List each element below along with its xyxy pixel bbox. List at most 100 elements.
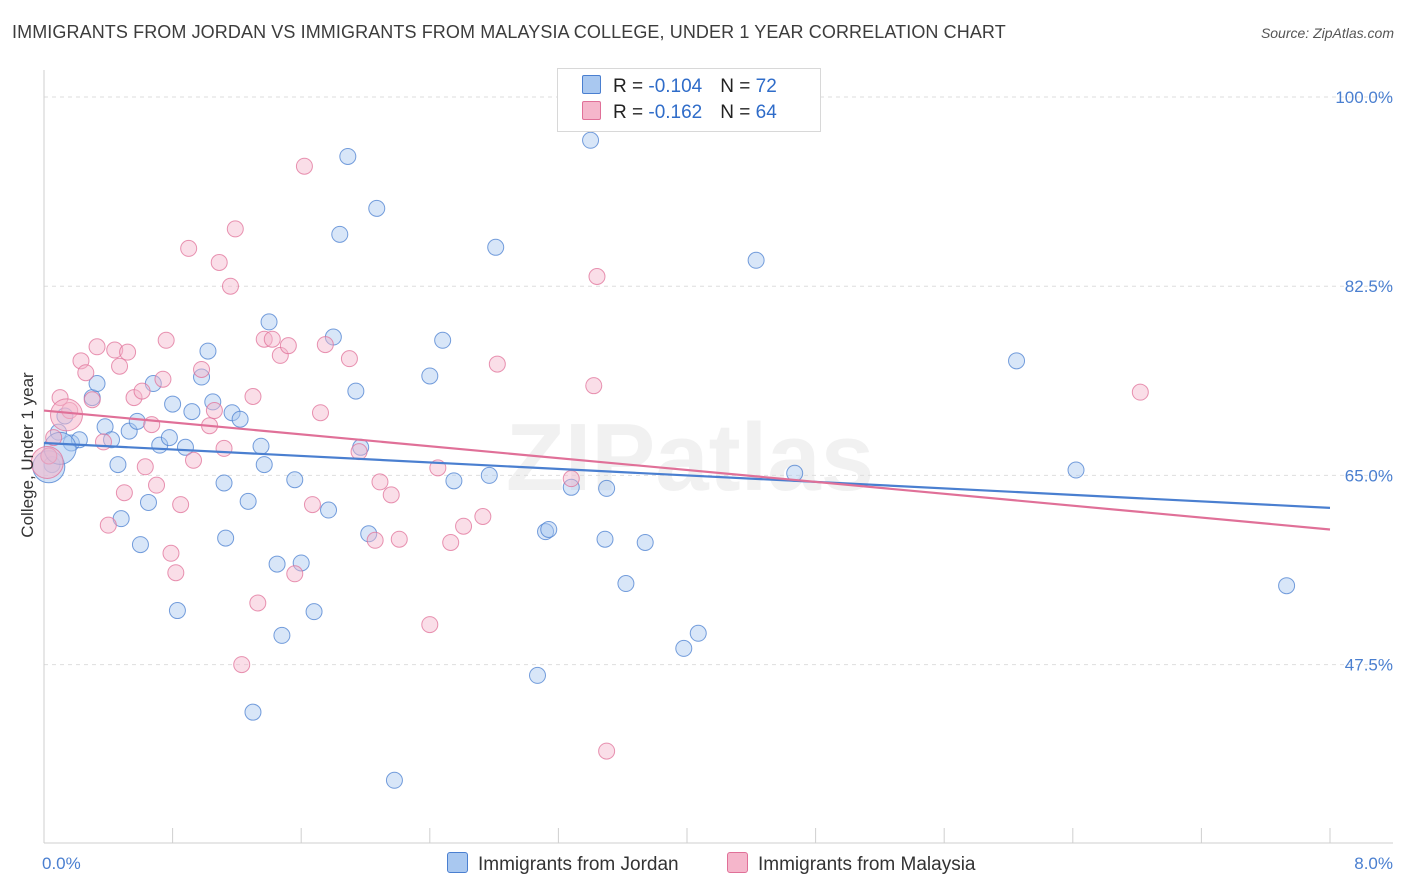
malaysia-point [154, 370, 172, 388]
n-label-malaysia: N = [720, 102, 756, 123]
malaysia-point [136, 458, 154, 476]
jordan-point [339, 147, 357, 165]
jordan-point [286, 471, 304, 489]
jordan-point [540, 520, 558, 538]
y-tick-label: 100.0% [1335, 88, 1393, 107]
malaysia-point [316, 336, 334, 354]
malaysia-point [162, 544, 180, 562]
malaysia-point [226, 220, 244, 238]
jordan-point [244, 703, 262, 721]
malaysia-point [244, 387, 262, 405]
malaysia-legend-swatch [727, 852, 748, 873]
jordan-point [128, 412, 146, 430]
malaysia-point [215, 439, 233, 457]
r-value-jordan: -0.104 [648, 76, 703, 97]
malaysia-point [249, 594, 267, 612]
malaysia-point [133, 382, 151, 400]
malaysia-point [421, 616, 439, 634]
jordan-point [596, 530, 614, 548]
jordan-point [204, 393, 222, 411]
malaysia-point [474, 508, 492, 526]
series-legend: Immigrants from Jordan Immigrants from M… [0, 852, 1406, 878]
y-axis-title: College, Under 1 year [18, 372, 37, 538]
malaysia-point [442, 533, 460, 551]
malaysia-point [303, 496, 321, 514]
jordan-point [562, 478, 580, 496]
jordan-point [747, 251, 765, 269]
jordan-point [217, 529, 235, 547]
malaysia-point [279, 337, 297, 355]
malaysia-point [382, 486, 400, 504]
malaysia-point [210, 253, 228, 271]
malaysia-point [115, 484, 133, 502]
malaysia-point [295, 157, 313, 175]
legend-item-jordan[interactable]: Immigrants from Jordan [447, 852, 679, 876]
chart-title: IMMIGRANTS FROM JORDAN VS IMMIGRANTS FRO… [12, 22, 1006, 42]
malaysia-point [45, 429, 63, 447]
malaysia-point [157, 331, 175, 349]
malaysia-point [172, 496, 190, 514]
malaysia-point [221, 277, 239, 295]
malaysia-point [106, 341, 124, 359]
malaysia-point [30, 445, 64, 479]
jordan-point [168, 602, 186, 620]
malaysia-point [598, 742, 616, 760]
jordan-point [529, 666, 547, 684]
data-points [30, 131, 1296, 789]
r-value-malaysia: -0.162 [648, 102, 703, 123]
malaysia-swatch [582, 101, 601, 120]
malaysia-point [311, 404, 329, 422]
tick-labels: 100.0% 82.5% 65.0% 47.5% 0.0% 8.0% [42, 88, 1393, 873]
jordan-point [1067, 461, 1085, 479]
jordan-point [252, 437, 270, 455]
malaysia-point [99, 516, 117, 534]
x-tick-label: 8.0% [1354, 854, 1393, 873]
jordan-point [385, 771, 403, 789]
y-tick-label: 82.5% [1345, 277, 1393, 296]
jordan-point [1278, 577, 1296, 595]
jordan-point [617, 575, 635, 593]
y-tick-label: 47.5% [1345, 656, 1393, 675]
jordan-point [636, 533, 654, 551]
malaysia-point [50, 398, 84, 432]
malaysia-point [148, 476, 166, 494]
jordan-point [1008, 352, 1026, 370]
jordan-point [421, 367, 439, 385]
jordan-point [347, 382, 365, 400]
jordan-point [434, 331, 452, 349]
jordan-point [292, 554, 310, 572]
y-tick-label: 65.0% [1345, 466, 1393, 485]
jordan-point [139, 493, 157, 511]
malaysia-point [390, 530, 408, 548]
jordan-point [675, 639, 693, 657]
grid-lines [44, 96, 1393, 666]
malaysia-point [588, 267, 606, 285]
malaysia-trend-line [43, 409, 1331, 531]
jordan-trend-line [43, 441, 1331, 509]
jordan-point [131, 536, 149, 554]
malaysia-point [111, 357, 129, 375]
jordan-point [268, 555, 286, 573]
malaysia-point [562, 470, 580, 488]
jordan-point [445, 472, 463, 490]
jordan-legend-swatch [447, 852, 468, 873]
jordan-point [331, 225, 349, 243]
jordan-point [368, 199, 386, 217]
stats-row-jordan: R = -0.104 N = 72 [582, 75, 777, 101]
r-label-malaysia: R = [613, 102, 649, 123]
trend-lines [43, 409, 1331, 531]
malaysia-point [371, 473, 389, 491]
n-value-jordan: 72 [755, 76, 777, 97]
legend-item-malaysia[interactable]: Immigrants from Malaysia [727, 852, 976, 876]
jordan-point [598, 479, 616, 497]
malaysia-point [119, 343, 137, 361]
malaysia-point [167, 564, 185, 582]
jordan-point [160, 429, 178, 447]
jordan-point [537, 523, 555, 541]
jordan-point [320, 501, 338, 519]
jordan-point [582, 131, 600, 149]
malaysia-point [488, 355, 506, 373]
source-label: Source: ZipAtlas.com [1260, 25, 1394, 41]
jordan-point [183, 403, 201, 421]
